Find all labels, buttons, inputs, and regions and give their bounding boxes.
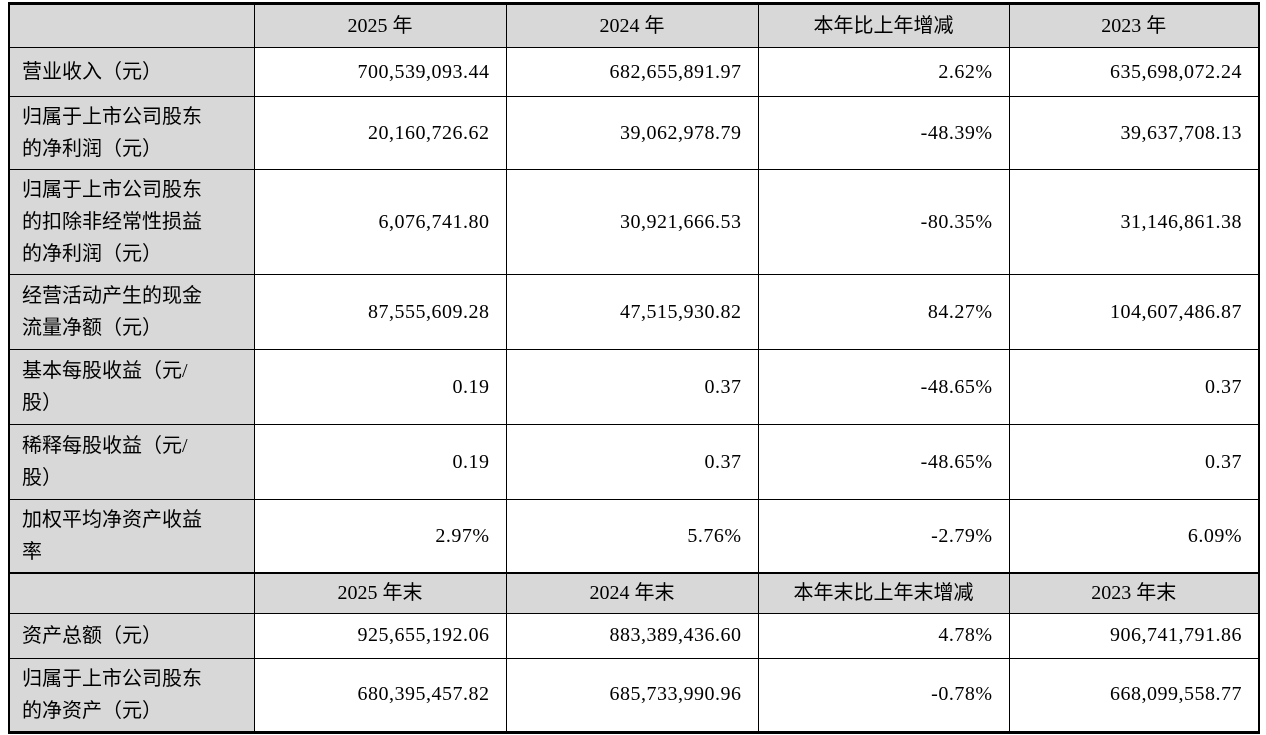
cell-value-2024: 0.37 bbox=[505, 349, 759, 425]
table-row-operating-revenue: 营业收入（元） 700,539,093.44 682,655,891.97 2.… bbox=[8, 47, 1260, 97]
cell-value-2023: 635,698,072.24 bbox=[1008, 47, 1260, 97]
row-label: 基本每股收益（元/股） bbox=[8, 349, 255, 425]
row-label: 营业收入（元） bbox=[8, 47, 255, 97]
row-label: 归属于上市公司股东的净利润（元） bbox=[8, 96, 255, 170]
table-row-net-assets: 归属于上市公司股东的净资产（元） 680,395,457.82 685,733,… bbox=[8, 657, 1260, 733]
cell-value-2024: 0.37 bbox=[505, 424, 759, 500]
cell-value-2023: 0.37 bbox=[1008, 349, 1260, 425]
cell-value-2025: 0.19 bbox=[253, 424, 507, 500]
cell-value-2024: 682,655,891.97 bbox=[505, 47, 759, 97]
cell-value-2024: 685,733,990.96 bbox=[505, 657, 759, 733]
cell-value-2025: 680,395,457.82 bbox=[253, 657, 507, 733]
column-header-yearend-change: 本年末比上年末增减 bbox=[757, 572, 1010, 614]
row-label: 加权平均净资产收益率 bbox=[8, 499, 255, 574]
table-row-operating-cash-flow: 经营活动产生的现金流量净额（元） 87,555,609.28 47,515,93… bbox=[8, 274, 1260, 350]
cell-value-2025: 2.97% bbox=[253, 499, 507, 574]
column-header-2024: 2024 年 bbox=[505, 3, 759, 48]
header-empty-cell bbox=[8, 572, 255, 614]
cell-value-2023: 104,607,486.87 bbox=[1008, 274, 1260, 350]
header-empty-cell bbox=[8, 3, 255, 48]
cell-value-2025: 0.19 bbox=[253, 349, 507, 425]
column-header-2025: 2025 年 bbox=[253, 3, 507, 48]
financial-summary-table: 2025 年 2024 年 本年比上年增减 2023 年 营业收入（元） 700… bbox=[8, 2, 1260, 734]
cell-value-2023: 906,741,791.86 bbox=[1008, 612, 1260, 659]
cell-value-2025: 20,160,726.62 bbox=[253, 96, 507, 170]
row-label: 归属于上市公司股东的扣除非经常性损益的净利润（元） bbox=[8, 169, 255, 275]
annual-header-row: 2025 年 2024 年 本年比上年增减 2023 年 bbox=[8, 3, 1260, 48]
cell-value-2024: 47,515,930.82 bbox=[505, 274, 759, 350]
row-label: 经营活动产生的现金流量净额（元） bbox=[8, 274, 255, 350]
cell-value-change: -48.65% bbox=[757, 349, 1010, 425]
row-label: 归属于上市公司股东的净资产（元） bbox=[8, 657, 255, 733]
table-row-net-profit-excl-nonrecurring: 归属于上市公司股东的扣除非经常性损益的净利润（元） 6,076,741.80 3… bbox=[8, 169, 1260, 275]
table-row-diluted-eps: 稀释每股收益（元/股） 0.19 0.37 -48.65% 0.37 bbox=[8, 424, 1260, 500]
cell-value-2025: 6,076,741.80 bbox=[253, 169, 507, 275]
table-row-total-assets: 资产总额（元） 925,655,192.06 883,389,436.60 4.… bbox=[8, 612, 1260, 659]
year-end-header-row: 2025 年末 2024 年末 本年末比上年末增减 2023 年末 bbox=[8, 572, 1260, 614]
column-header-yoy-change: 本年比上年增减 bbox=[757, 3, 1010, 48]
table-row-basic-eps: 基本每股收益（元/股） 0.19 0.37 -48.65% 0.37 bbox=[8, 349, 1260, 425]
table-row-net-profit: 归属于上市公司股东的净利润（元） 20,160,726.62 39,062,97… bbox=[8, 96, 1260, 170]
table-row-weighted-avg-roe: 加权平均净资产收益率 2.97% 5.76% -2.79% 6.09% bbox=[8, 499, 1260, 574]
cell-value-2024: 883,389,436.60 bbox=[505, 612, 759, 659]
column-header-2023: 2023 年 bbox=[1008, 3, 1260, 48]
row-label: 资产总额（元） bbox=[8, 612, 255, 659]
cell-value-2023: 31,146,861.38 bbox=[1008, 169, 1260, 275]
column-header-2025-yearend: 2025 年末 bbox=[253, 572, 507, 614]
cell-value-2025: 700,539,093.44 bbox=[253, 47, 507, 97]
cell-value-2024: 5.76% bbox=[505, 499, 759, 574]
cell-value-2024: 39,062,978.79 bbox=[505, 96, 759, 170]
cell-value-change: -2.79% bbox=[757, 499, 1010, 574]
cell-value-change: -80.35% bbox=[757, 169, 1010, 275]
cell-value-2025: 87,555,609.28 bbox=[253, 274, 507, 350]
cell-value-2023: 668,099,558.77 bbox=[1008, 657, 1260, 733]
column-header-2024-yearend: 2024 年末 bbox=[505, 572, 759, 614]
cell-value-2024: 30,921,666.53 bbox=[505, 169, 759, 275]
cell-value-change: 2.62% bbox=[757, 47, 1010, 97]
cell-value-change: -0.78% bbox=[757, 657, 1010, 733]
cell-value-2025: 925,655,192.06 bbox=[253, 612, 507, 659]
cell-value-2023: 0.37 bbox=[1008, 424, 1260, 500]
cell-value-2023: 39,637,708.13 bbox=[1008, 96, 1260, 170]
cell-value-change: -48.65% bbox=[757, 424, 1010, 500]
cell-value-change: -48.39% bbox=[757, 96, 1010, 170]
column-header-2023-yearend: 2023 年末 bbox=[1008, 572, 1260, 614]
row-label: 稀释每股收益（元/股） bbox=[8, 424, 255, 500]
cell-value-change: 4.78% bbox=[757, 612, 1010, 659]
cell-value-change: 84.27% bbox=[757, 274, 1010, 350]
cell-value-2023: 6.09% bbox=[1008, 499, 1260, 574]
